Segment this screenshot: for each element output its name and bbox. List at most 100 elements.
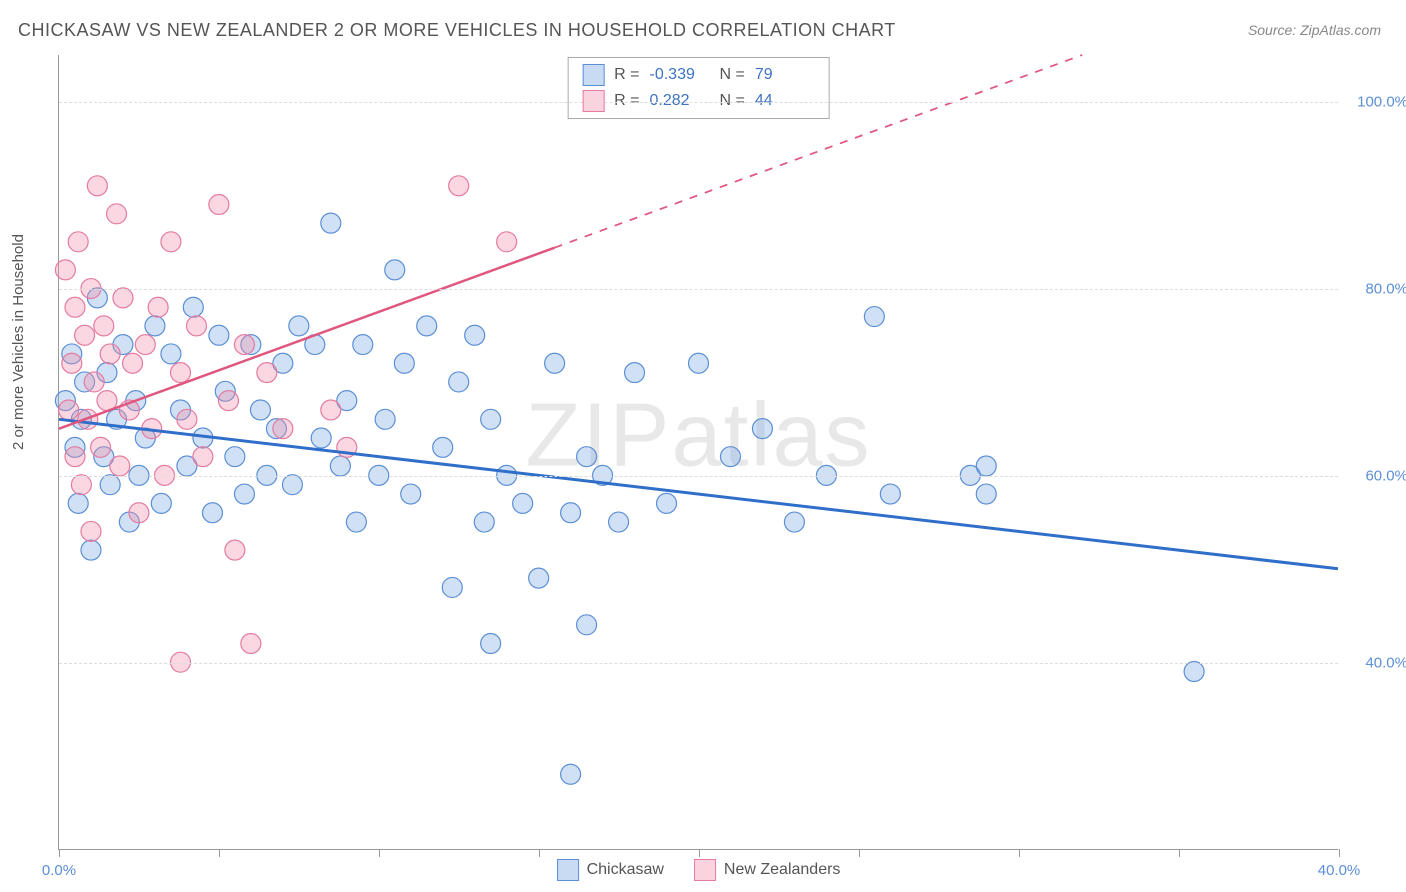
legend-row-1: R = -0.339 N = 79 <box>582 62 815 88</box>
legend-item-chickasaw: Chickasaw <box>557 859 664 881</box>
data-point <box>976 456 996 476</box>
data-point <box>100 475 120 495</box>
x-tick <box>59 849 60 857</box>
data-point <box>225 447 245 467</box>
y-tick-label: 60.0% <box>1348 467 1406 484</box>
data-point <box>65 447 85 467</box>
x-tick <box>1179 849 1180 857</box>
data-point <box>282 475 302 495</box>
data-point <box>91 437 111 457</box>
data-point <box>375 409 395 429</box>
data-point <box>784 512 804 532</box>
source-attribution: Source: ZipAtlas.com <box>1248 22 1381 38</box>
data-point <box>321 400 341 420</box>
data-point <box>241 634 261 654</box>
data-point <box>321 213 341 233</box>
data-point <box>84 372 104 392</box>
swatch-pink-icon <box>694 859 716 881</box>
data-point <box>353 335 373 355</box>
legend-label: New Zealanders <box>724 861 841 879</box>
data-point <box>55 260 75 280</box>
x-tick <box>1339 849 1340 857</box>
data-point <box>177 409 197 429</box>
data-point <box>545 353 565 373</box>
data-point <box>513 493 533 513</box>
data-point <box>81 521 101 541</box>
data-point <box>289 316 309 336</box>
data-point <box>474 512 494 532</box>
chart-svg <box>59 55 1338 849</box>
x-tick <box>699 849 700 857</box>
data-point <box>193 447 213 467</box>
y-tick-label: 80.0% <box>1348 280 1406 297</box>
data-point <box>187 316 207 336</box>
data-point <box>148 297 168 317</box>
x-tick <box>219 849 220 857</box>
data-point <box>145 316 165 336</box>
data-point <box>110 456 130 476</box>
n-value: 79 <box>755 66 815 84</box>
data-point <box>75 325 95 345</box>
plot-area: ZIPatlas R = -0.339 N = 79 R = 0.282 N =… <box>58 55 1338 850</box>
x-tick <box>379 849 380 857</box>
data-point <box>561 764 581 784</box>
x-tick <box>859 849 860 857</box>
data-point <box>129 503 149 523</box>
data-point <box>81 540 101 560</box>
data-point <box>752 419 772 439</box>
data-point <box>135 335 155 355</box>
data-point <box>417 316 437 336</box>
data-point <box>609 512 629 532</box>
data-point <box>449 176 469 196</box>
data-point <box>62 353 82 373</box>
data-point <box>225 540 245 560</box>
n-label: N = <box>720 66 745 84</box>
data-point <box>481 634 501 654</box>
data-point <box>250 400 270 420</box>
data-point <box>394 353 414 373</box>
correlation-legend: R = -0.339 N = 79 R = 0.282 N = 44 <box>567 57 830 119</box>
data-point <box>880 484 900 504</box>
data-point <box>234 335 254 355</box>
data-point <box>401 484 421 504</box>
data-point <box>465 325 485 345</box>
data-point <box>65 297 85 317</box>
gridline <box>59 476 1338 477</box>
x-tick-label: 40.0% <box>1318 862 1361 879</box>
y-tick-label: 40.0% <box>1348 654 1406 671</box>
data-point <box>161 232 181 252</box>
data-point <box>273 419 293 439</box>
data-point <box>442 577 462 597</box>
r-label: R = <box>614 66 639 84</box>
data-point <box>481 409 501 429</box>
data-point <box>161 344 181 364</box>
data-point <box>689 353 709 373</box>
data-point <box>218 391 238 411</box>
data-point <box>561 503 581 523</box>
data-point <box>330 456 350 476</box>
legend-item-newzealanders: New Zealanders <box>694 859 841 881</box>
chart-title: CHICKASAW VS NEW ZEALANDER 2 OR MORE VEH… <box>18 20 896 41</box>
data-point <box>151 493 171 513</box>
data-point <box>209 325 229 345</box>
data-point <box>100 344 120 364</box>
data-point <box>497 232 517 252</box>
series-legend: Chickasaw New Zealanders <box>557 859 841 881</box>
data-point <box>257 363 277 383</box>
x-tick <box>539 849 540 857</box>
data-point <box>87 176 107 196</box>
swatch-blue-icon <box>557 859 579 881</box>
data-point <box>71 475 91 495</box>
data-point <box>113 288 133 308</box>
y-tick-label: 100.0% <box>1348 93 1406 110</box>
data-point <box>657 493 677 513</box>
data-point <box>209 194 229 214</box>
data-point <box>577 615 597 635</box>
data-point <box>976 484 996 504</box>
r-value: -0.339 <box>650 66 710 84</box>
x-tick <box>1019 849 1020 857</box>
data-point <box>449 372 469 392</box>
data-point <box>107 204 127 224</box>
data-point <box>183 297 203 317</box>
data-point <box>171 363 191 383</box>
